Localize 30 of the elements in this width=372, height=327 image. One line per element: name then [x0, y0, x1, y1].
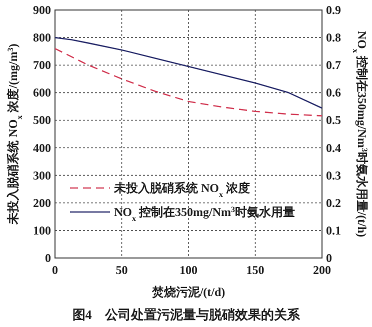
line-series	[54, 48, 323, 116]
y2-tick-label: 0.5	[326, 113, 341, 128]
y-tick-label: 400	[33, 140, 51, 155]
y2-tick-label: 0.7	[326, 58, 341, 72]
y2-tick-label: 0.9	[326, 3, 341, 17]
caption: 图4 公司处置污泥量与脱硝效果的关系	[72, 307, 301, 322]
y-tick-label: 200	[33, 196, 51, 210]
y2-tick-label: 0.8	[326, 30, 341, 45]
y-tick-label: 0	[45, 251, 51, 265]
y-tick-label: 700	[33, 58, 51, 72]
y2-tick-label: 0.4	[326, 140, 341, 155]
y-tick-label: 600	[33, 86, 51, 100]
y2-tick-label: 0.3	[326, 168, 341, 182]
y2-tick-label: 0.6	[326, 86, 341, 100]
x-tick-label: 100	[180, 263, 198, 277]
x-tick-label: 200	[313, 263, 331, 277]
legend-label: NO$_{x}$ 控制在350mg/Nm$^{3}$时氨水用量	[114, 204, 295, 222]
y-tick-label: 800	[33, 30, 51, 45]
y-tick-label: 100	[33, 223, 51, 238]
legend-label: 未投入脱硝系统 NO$_{x}$ 浓度	[113, 181, 250, 198]
y2-tick-label: 0.2	[326, 196, 341, 210]
x-tick-label: 50	[116, 263, 128, 277]
y2-tick-label: 0.1	[326, 223, 341, 238]
y2-tick-label: 0	[326, 251, 332, 265]
line-series	[54, 36, 323, 109]
y-tick-label: 500	[33, 113, 51, 128]
y-tick-label: 900	[33, 3, 51, 17]
x-axis-title: 焚烧污泥/(t/d)	[150, 285, 226, 299]
x-tick-label: 150	[246, 263, 264, 277]
y-tick-label: 300	[33, 168, 51, 182]
